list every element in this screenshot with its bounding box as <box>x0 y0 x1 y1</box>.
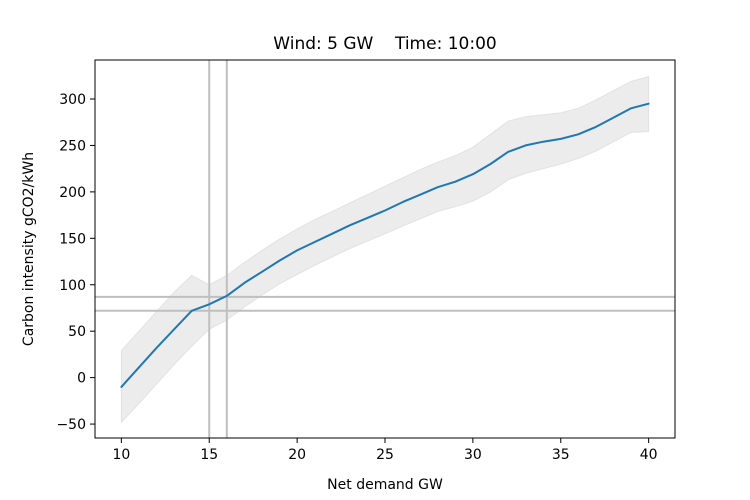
x-tick-label: 40 <box>640 447 658 463</box>
y-tick-label: −50 <box>56 417 86 433</box>
y-tick-label: 50 <box>68 324 86 340</box>
x-tick-label: 10 <box>112 447 130 463</box>
x-tick-label: 15 <box>200 447 218 463</box>
y-tick-label: 100 <box>59 278 86 294</box>
y-tick-label: 0 <box>77 371 86 387</box>
y-tick-label: 200 <box>59 185 86 201</box>
confidence-band <box>120 76 650 424</box>
chart-title: Wind: 5 GW Time: 10:00 <box>273 34 496 54</box>
y-axis-label: Carbon intensity gCO2/kWh <box>21 152 37 346</box>
series-line <box>120 102 650 388</box>
y-tick-label: 250 <box>59 138 86 154</box>
plot-area: 10 15 20 25 30 35 40 −50 0 50 100 150 200 250 300 <box>56 59 676 463</box>
y-tick-label: 300 <box>59 92 86 108</box>
x-tick-label: 35 <box>552 447 570 463</box>
y-tick-label: 150 <box>59 231 86 247</box>
x-axis-label: Net demand GW <box>327 477 443 493</box>
x-tick-label: 25 <box>376 447 394 463</box>
x-tick-label: 20 <box>288 447 306 463</box>
x-tick-label: 30 <box>464 447 482 463</box>
